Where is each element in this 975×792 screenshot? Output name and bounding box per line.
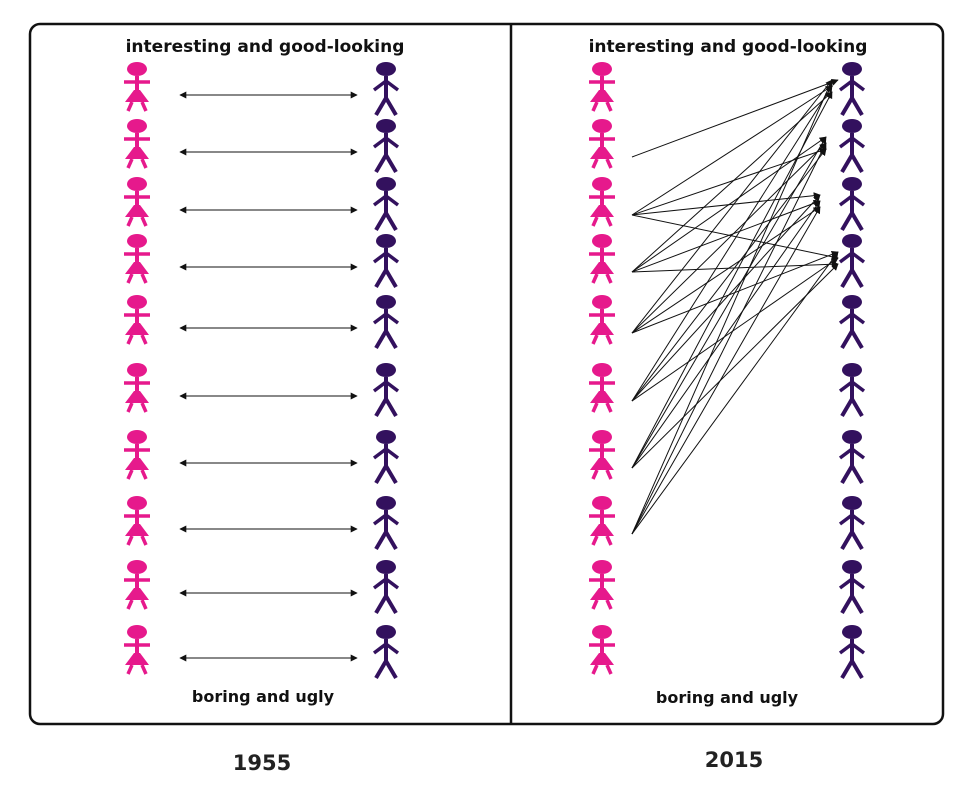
man-figure-2015-6 [838, 363, 866, 418]
woman-figure-1955-2 [124, 119, 150, 169]
man-figure-2015-4 [838, 234, 866, 289]
arrow-2015-1 [631, 78, 839, 158]
man-figure-1955-6 [372, 363, 400, 418]
arrow-2015-25 [631, 251, 839, 535]
diagram-frame [28, 22, 945, 726]
arrow-2015-11 [631, 142, 827, 334]
bottom-label-2015: boring and ugly [656, 688, 799, 707]
arrow-2015-4 [631, 192, 821, 216]
top-label-2015: interesting and good-looking [589, 37, 868, 57]
man-figure-1955-7 [372, 430, 400, 485]
man-figure-1955-2 [372, 119, 400, 174]
woman-figure-1955-8 [124, 496, 150, 546]
woman-figure-2015-1 [589, 62, 615, 112]
woman-figure-2015-7 [589, 430, 615, 480]
man-figure-1955-9 [372, 560, 400, 615]
year-label-2015: 2015 [705, 748, 763, 772]
man-figure-2015-9 [838, 560, 866, 615]
arrow-2015-15 [631, 148, 827, 402]
woman-figure-2015-9 [589, 560, 615, 610]
arrow-2015-2 [631, 85, 833, 216]
woman-figure-1955-4 [124, 234, 150, 284]
woman-figure-1955-9 [124, 560, 150, 610]
woman-figure-1955-3 [124, 177, 150, 227]
woman-figure-2015-10 [589, 625, 615, 675]
man-figure-2015-3 [838, 177, 866, 232]
top-label-1955: interesting and good-looking [126, 37, 405, 57]
man-figure-2015-1 [838, 62, 866, 117]
arrow-2015-19 [631, 136, 827, 469]
man-figure-2015-7 [838, 430, 866, 485]
woman-figure-2015-5 [589, 295, 615, 345]
woman-figure-1955-1 [124, 62, 150, 112]
woman-figure-1955-5 [124, 295, 150, 345]
people-layer [124, 62, 866, 680]
woman-figure-2015-4 [589, 234, 615, 284]
woman-figure-1955-6 [124, 363, 150, 413]
arrow-2015-24 [631, 206, 821, 535]
arrow-2015-8 [631, 199, 821, 273]
woman-figure-2015-2 [589, 119, 615, 169]
man-figure-2015-5 [838, 295, 866, 350]
man-figure-1955-3 [372, 177, 400, 232]
woman-figure-2015-3 [589, 177, 615, 227]
arrow-2015-22 [631, 79, 833, 535]
man-figure-1955-5 [372, 295, 400, 350]
woman-figure-2015-8 [589, 496, 615, 546]
arrow-2015-7 [631, 136, 827, 273]
arrow-2015-20 [631, 200, 821, 469]
woman-figure-1955-7 [124, 430, 150, 480]
arrow-2015-14 [631, 85, 833, 402]
man-figure-1955-10 [372, 625, 400, 680]
arrow-2015-21 [631, 263, 839, 469]
arrow-2015-10 [631, 79, 833, 334]
man-figure-2015-10 [838, 625, 866, 680]
arrows-layer [179, 78, 839, 662]
arrow-2015-5 [631, 214, 839, 261]
year-label-1955: 1955 [233, 751, 291, 775]
bottom-label-1955: boring and ugly [192, 687, 335, 706]
man-figure-1955-8 [372, 496, 400, 551]
man-figure-1955-4 [372, 234, 400, 289]
arrow-2015-23 [631, 142, 827, 535]
arrow-2015-16 [631, 194, 821, 402]
man-figure-1955-1 [372, 62, 400, 117]
man-figure-2015-8 [838, 496, 866, 551]
woman-figure-2015-6 [589, 363, 615, 413]
woman-figure-1955-10 [124, 625, 150, 675]
man-figure-2015-2 [838, 119, 866, 174]
arrow-2015-12 [631, 206, 821, 334]
arrow-2015-17 [631, 257, 839, 402]
